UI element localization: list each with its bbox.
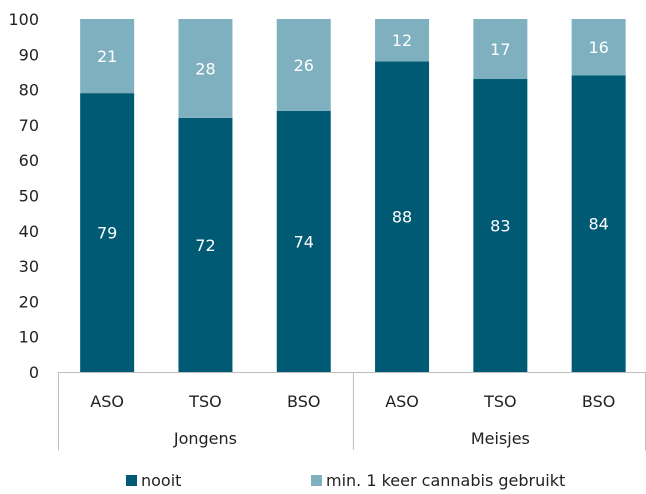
y-tick-label: 30 [19,257,39,276]
bar-segment [80,93,135,372]
category-label: TSO [483,392,517,411]
data-label: 12 [392,31,412,50]
y-tick-label: 50 [19,187,39,206]
legend-label: min. 1 keer cannabis gebruikt [326,471,565,490]
y-tick-label: 0 [29,363,39,382]
data-label: 88 [392,208,412,227]
bar-segment [375,19,430,62]
data-label: 21 [97,47,117,66]
bar-segment [178,19,233,118]
data-label: 84 [588,215,608,234]
data-label: 26 [294,56,314,75]
bar-segment [473,79,528,372]
y-tick-label: 60 [19,151,39,170]
data-label: 79 [97,224,117,243]
data-label: 74 [294,232,314,251]
bars: 79 21 72 28 74 26 88 12 83 17 84 16 [80,19,626,373]
category-label: ASO [385,392,419,411]
bar-segment [276,110,331,372]
category-label: TSO [188,392,222,411]
group-label: Jongens [173,429,237,448]
data-label: 83 [490,217,510,236]
bar-segment [375,61,430,373]
y-tick-label: 40 [19,222,39,241]
legend-label: nooit [141,471,181,490]
group-label: Meisjes [471,429,530,448]
y-tick-label: 20 [19,292,39,311]
y-tick-label: 100 [8,10,39,29]
bar-segment [473,19,528,80]
y-tick-label: 80 [19,81,39,100]
bar-segment [571,75,626,372]
y-tick-label: 10 [19,328,39,347]
bar-segment [571,19,626,76]
bar-segment [80,19,135,94]
bar-segment [178,117,233,372]
y-tick-label: 90 [19,45,39,64]
x-axis: ASO TSO BSO Jongens ASO TSO BSO Meisjes [58,372,646,450]
y-tick-label: 70 [19,116,39,135]
data-label: 16 [588,38,608,57]
legend: nooit min. 1 keer cannabis gebruikt [126,471,565,490]
category-label: BSO [582,392,615,411]
y-axis-ticks: 0 10 20 30 40 50 60 70 80 90 100 [8,10,39,382]
legend-swatch [311,475,322,486]
category-label: ASO [90,392,124,411]
data-label: 17 [490,40,510,59]
data-label: 72 [195,236,215,255]
data-label: 28 [195,59,215,78]
bar-segment [276,19,331,111]
legend-swatch [126,475,137,486]
category-label: BSO [287,392,320,411]
